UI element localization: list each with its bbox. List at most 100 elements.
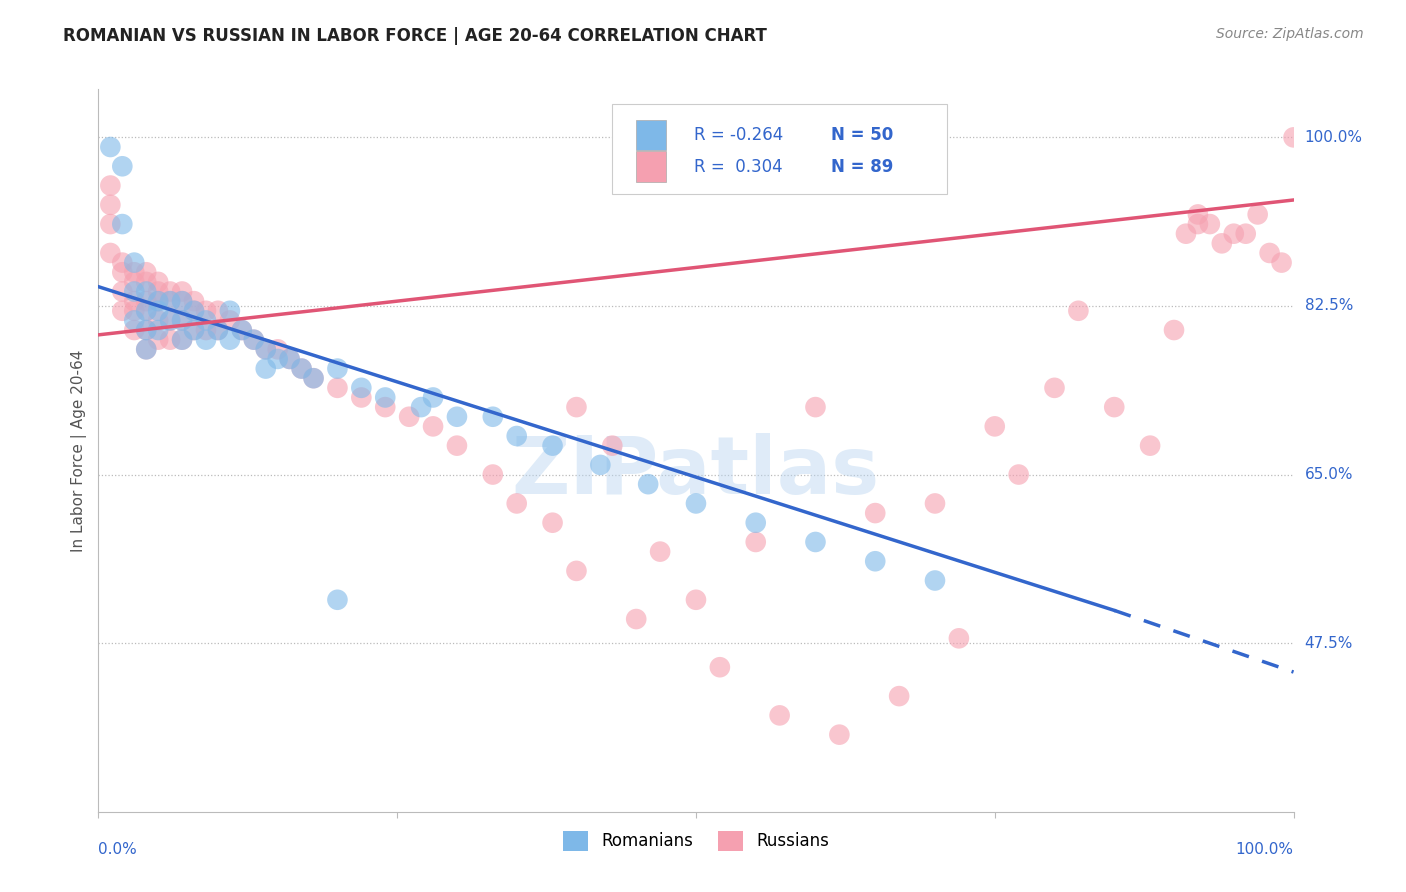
Point bbox=[148, 303, 170, 318]
Bar bbox=[637, 120, 666, 150]
Point bbox=[135, 323, 157, 337]
Text: 100.0%: 100.0% bbox=[1305, 130, 1362, 145]
Point bbox=[291, 361, 314, 376]
Point bbox=[172, 333, 194, 347]
Point bbox=[565, 564, 588, 578]
Point bbox=[207, 323, 229, 337]
Point bbox=[422, 419, 444, 434]
Point bbox=[541, 516, 564, 530]
Point bbox=[984, 419, 1007, 434]
Point bbox=[1258, 246, 1281, 260]
Point bbox=[1163, 323, 1185, 337]
Point bbox=[398, 409, 420, 424]
Point bbox=[124, 275, 146, 289]
Point bbox=[1008, 467, 1031, 482]
Point bbox=[219, 333, 242, 347]
Point bbox=[159, 313, 181, 327]
Point bbox=[1247, 207, 1270, 221]
Point bbox=[183, 323, 205, 337]
Point bbox=[135, 265, 157, 279]
Point bbox=[254, 343, 277, 357]
Point bbox=[195, 333, 218, 347]
Point bbox=[828, 728, 851, 742]
Text: 65.0%: 65.0% bbox=[1305, 467, 1353, 482]
Point bbox=[374, 391, 396, 405]
Point bbox=[1067, 303, 1090, 318]
Point bbox=[98, 246, 122, 260]
Point bbox=[685, 496, 707, 510]
Point bbox=[326, 592, 349, 607]
Point bbox=[768, 708, 790, 723]
Point bbox=[172, 294, 194, 309]
Point bbox=[1175, 227, 1198, 241]
Point bbox=[207, 323, 229, 337]
Point bbox=[98, 140, 122, 154]
Point bbox=[1234, 227, 1257, 241]
Point bbox=[148, 285, 170, 299]
Point bbox=[159, 285, 181, 299]
Point bbox=[148, 294, 170, 309]
Text: 0.0%: 0.0% bbox=[98, 842, 138, 857]
Point bbox=[278, 351, 301, 366]
Point bbox=[124, 313, 146, 327]
Point bbox=[506, 429, 529, 443]
Y-axis label: In Labor Force | Age 20-64: In Labor Force | Age 20-64 bbox=[72, 350, 87, 551]
Point bbox=[98, 178, 122, 193]
Point bbox=[135, 303, 157, 318]
Point bbox=[243, 333, 266, 347]
Point bbox=[481, 467, 505, 482]
Point bbox=[1043, 381, 1066, 395]
Point bbox=[685, 592, 707, 607]
Point bbox=[1223, 227, 1246, 241]
Point bbox=[124, 285, 146, 299]
Point bbox=[124, 265, 146, 279]
Point bbox=[231, 323, 253, 337]
Text: N = 89: N = 89 bbox=[831, 158, 893, 176]
Point bbox=[804, 535, 827, 549]
Point bbox=[172, 333, 194, 347]
Point bbox=[709, 660, 731, 674]
Point bbox=[446, 409, 468, 424]
Bar bbox=[637, 152, 666, 182]
Point bbox=[541, 439, 564, 453]
Point bbox=[1187, 217, 1209, 231]
Point bbox=[1187, 207, 1209, 221]
Point bbox=[602, 439, 624, 453]
Point bbox=[1104, 400, 1126, 414]
FancyBboxPatch shape bbox=[613, 103, 948, 194]
Point bbox=[745, 516, 768, 530]
Point bbox=[446, 439, 468, 453]
Point bbox=[924, 574, 946, 588]
Point bbox=[124, 303, 146, 318]
Point bbox=[183, 303, 205, 318]
Text: 47.5%: 47.5% bbox=[1305, 636, 1353, 650]
Point bbox=[124, 255, 146, 269]
Point bbox=[804, 400, 827, 414]
Point bbox=[254, 361, 277, 376]
Point bbox=[135, 323, 157, 337]
Text: R =  0.304: R = 0.304 bbox=[693, 158, 782, 176]
Point bbox=[589, 458, 612, 472]
Point bbox=[278, 351, 301, 366]
Point bbox=[135, 275, 157, 289]
Point bbox=[219, 313, 242, 327]
Point bbox=[111, 217, 134, 231]
Point bbox=[172, 313, 194, 327]
Point bbox=[865, 506, 887, 520]
Point bbox=[291, 361, 314, 376]
Point bbox=[374, 400, 396, 414]
Text: N = 50: N = 50 bbox=[831, 126, 893, 144]
Point bbox=[135, 303, 157, 318]
Point bbox=[422, 391, 444, 405]
Point bbox=[98, 217, 122, 231]
Point bbox=[148, 294, 170, 309]
Point bbox=[1271, 255, 1294, 269]
Point bbox=[98, 198, 122, 212]
Point bbox=[243, 333, 266, 347]
Point bbox=[159, 294, 181, 309]
Legend: Romanians, Russians: Romanians, Russians bbox=[557, 824, 835, 857]
Point bbox=[865, 554, 887, 568]
Point bbox=[207, 303, 229, 318]
Point bbox=[745, 535, 768, 549]
Point bbox=[148, 275, 170, 289]
